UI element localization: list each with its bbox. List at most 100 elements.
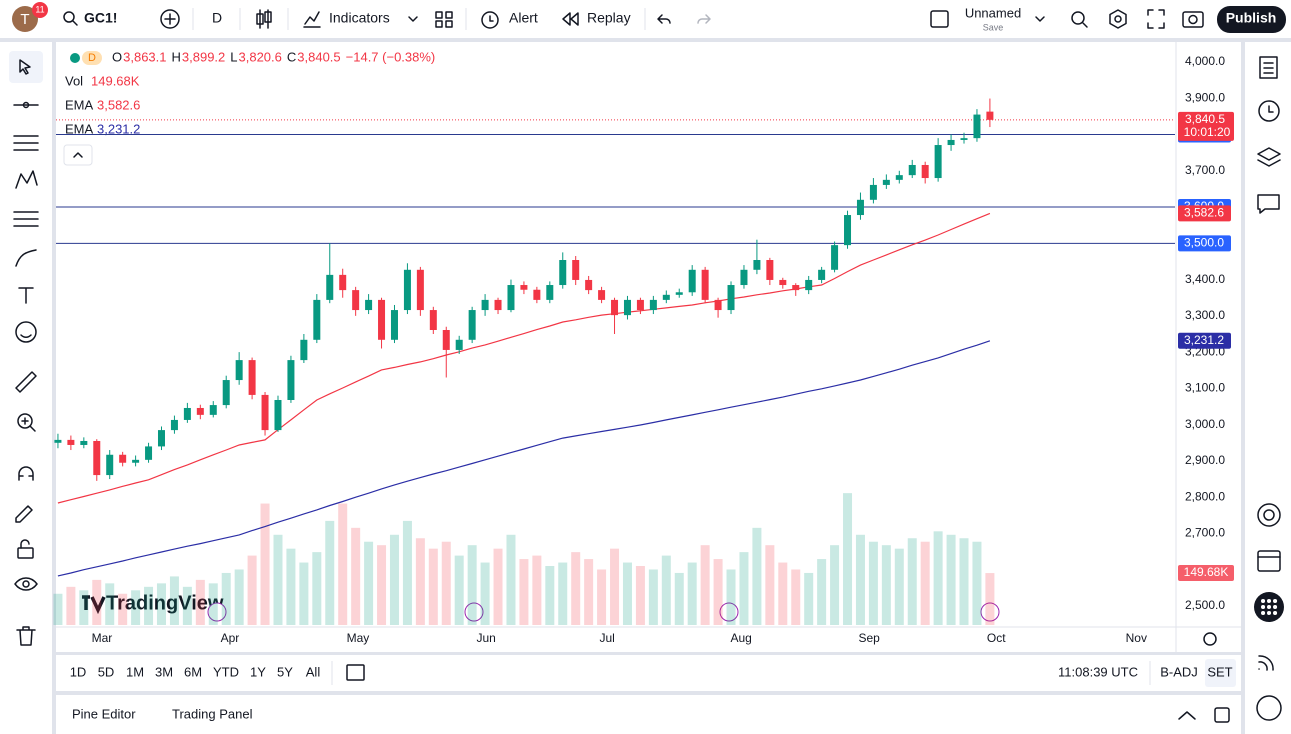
- watchlist[interactable]: [1259, 56, 1278, 79]
- event-marker[interactable]: [464, 602, 484, 622]
- ideas[interactable]: [1257, 503, 1281, 527]
- event-marker[interactable]: [207, 602, 227, 622]
- clock: 11:08:39 UTC: [1058, 664, 1138, 679]
- chevron[interactable]: [408, 16, 418, 22]
- chevron[interactable]: [1035, 16, 1045, 22]
- emoji-tool[interactable]: [15, 321, 37, 343]
- cursor-tool[interactable]: [19, 59, 31, 75]
- bottom-panel: [56, 695, 1241, 734]
- goto-date[interactable]: [346, 664, 365, 681]
- interval[interactable]: D: [212, 10, 222, 26]
- range-button[interactable]: 1Y: [250, 664, 266, 679]
- layout-checkbox[interactable]: [930, 10, 949, 28]
- fullscreen[interactable]: [1147, 9, 1165, 29]
- forecast-tool[interactable]: [13, 211, 39, 227]
- brush-tool[interactable]: [15, 249, 37, 267]
- search-icon[interactable]: [63, 11, 75, 23]
- volume-bar: [739, 552, 749, 625]
- event-marker[interactable]: [980, 602, 1000, 622]
- hide-tool[interactable]: [14, 577, 38, 591]
- alert[interactable]: Alert: [509, 10, 538, 26]
- candle-body: [157, 430, 165, 447]
- quick-search[interactable]: [1071, 11, 1085, 25]
- avatar[interactable]: [12, 6, 38, 32]
- streams[interactable]: [1258, 655, 1274, 671]
- lock-tool[interactable]: [17, 547, 34, 559]
- range-button[interactable]: 3M: [155, 664, 173, 679]
- adjust[interactable]: B-ADJ: [1160, 664, 1198, 679]
- range-button[interactable]: 1M: [126, 664, 144, 679]
- chats[interactable]: [1257, 194, 1280, 214]
- range-button[interactable]: 1D: [70, 664, 87, 679]
- session[interactable]: SET: [1207, 664, 1232, 679]
- scale-settings[interactable]: [1203, 632, 1217, 646]
- replay-icon[interactable]: [562, 12, 579, 26]
- volume-bar: [830, 545, 840, 625]
- event-marker[interactable]: [719, 602, 739, 622]
- templates[interactable]: [435, 11, 453, 28]
- range-button[interactable]: 6M: [184, 664, 202, 679]
- candle-body: [623, 299, 631, 316]
- settings[interactable]: [1109, 9, 1127, 29]
- alerts-panel[interactable]: [1258, 100, 1280, 122]
- collapse-legend[interactable]: [63, 144, 93, 166]
- calendar[interactable]: [1257, 550, 1281, 572]
- delete-tool[interactable]: [16, 626, 36, 646]
- candle-body: [170, 419, 178, 431]
- panel-toggle[interactable]: [1178, 711, 1196, 720]
- layout-name[interactable]: Unnamed: [965, 5, 1021, 20]
- fib-tool[interactable]: [13, 135, 39, 151]
- alert-icon[interactable]: [481, 11, 499, 29]
- help[interactable]: [1256, 695, 1282, 721]
- volume-bar: [687, 562, 697, 625]
- candle-body: [339, 274, 347, 291]
- publish-button[interactable]: [1217, 6, 1286, 33]
- symbol[interactable]: GC1!: [84, 10, 117, 26]
- panel-tab[interactable]: Pine Editor: [72, 706, 136, 721]
- ohlc-value: 3,820.6: [239, 49, 282, 64]
- ohlc-change: −14.7 (−0.38%): [346, 49, 436, 64]
- range-button[interactable]: 5D: [98, 664, 115, 679]
- add-symbol[interactable]: [160, 9, 180, 29]
- volume-bar: [273, 534, 283, 625]
- ruler-tool[interactable]: [15, 371, 37, 393]
- snapshot[interactable]: [1182, 11, 1204, 28]
- candle-body: [145, 446, 153, 460]
- volume-bar: [674, 572, 684, 625]
- x-tick-label: Jul: [599, 631, 614, 645]
- volume-bar: [195, 579, 205, 625]
- replay[interactable]: Replay: [587, 10, 631, 26]
- ema-price-label: 3,231.2: [1184, 333, 1224, 347]
- draw-lock[interactable]: [15, 505, 33, 523]
- candle-body: [378, 299, 386, 340]
- zoom-tool[interactable]: [17, 413, 33, 429]
- volume-bar: [338, 503, 348, 625]
- range-button[interactable]: 5Y: [277, 664, 293, 679]
- volume-bar: [648, 569, 658, 625]
- text-tool[interactable]: [18, 287, 34, 304]
- ohlc-value: 3,899.2: [182, 49, 225, 64]
- candle-body: [960, 138, 968, 140]
- candle-body: [585, 279, 593, 291]
- save[interactable]: Save: [983, 22, 1004, 32]
- magnet-tool[interactable]: [18, 466, 34, 481]
- chart-type[interactable]: [256, 9, 272, 29]
- undo[interactable]: [657, 14, 671, 24]
- volume-bar: [881, 545, 891, 625]
- range-button[interactable]: YTD: [213, 664, 239, 679]
- range-button[interactable]: All: [306, 664, 321, 679]
- redo[interactable]: [697, 14, 711, 24]
- ohlc-value: 3,840.5: [297, 49, 340, 64]
- candle-body: [818, 269, 826, 280]
- indicators-icon[interactable]: [303, 11, 321, 28]
- object-tree[interactable]: [1257, 147, 1281, 167]
- ohlc-key: O: [112, 49, 122, 64]
- ohlc-value: 3,863.1: [123, 49, 166, 64]
- pattern-tool[interactable]: [15, 170, 38, 189]
- candle-body: [365, 299, 373, 311]
- candle-body: [895, 175, 903, 180]
- candle-body: [119, 454, 127, 463]
- indicators[interactable]: Indicators: [329, 10, 390, 26]
- panel-maximize[interactable]: [1214, 707, 1230, 723]
- panel-tab[interactable]: Trading Panel: [172, 706, 253, 721]
